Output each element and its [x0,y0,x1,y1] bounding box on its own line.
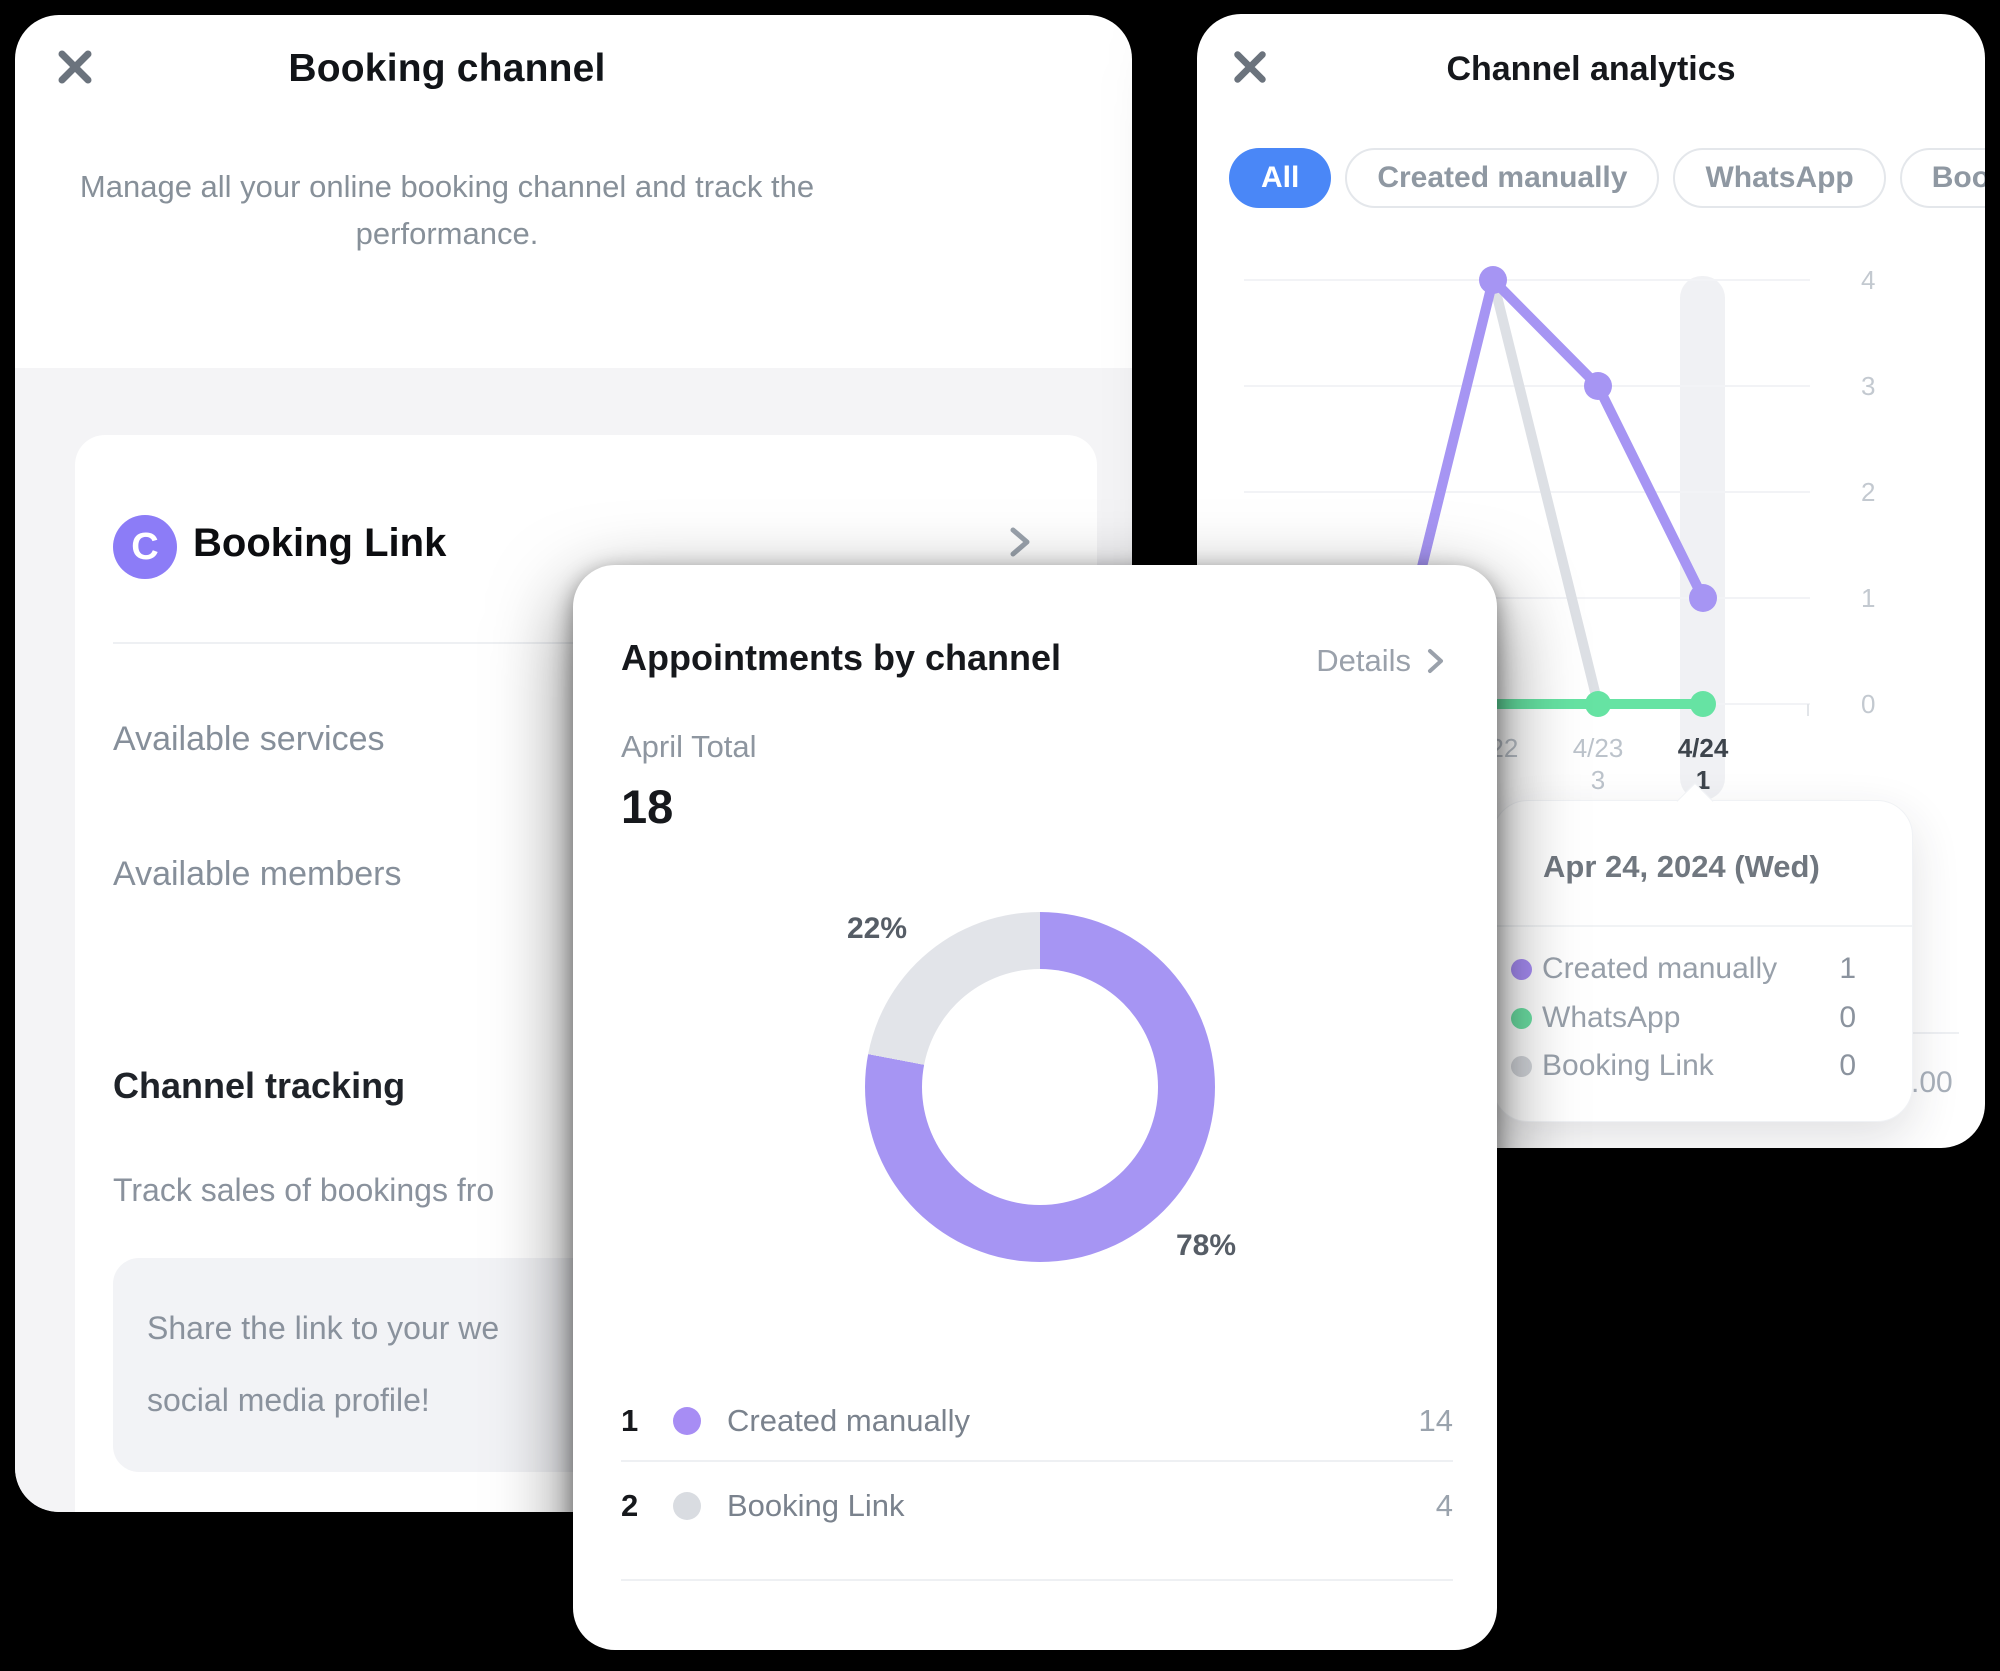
whatsapp-point[interactable] [1690,691,1716,717]
channel-filter-pills: All Created manually WhatsApp Book [1229,148,1985,208]
description-line: performance. [355,216,539,251]
page-title: Booking channel [288,47,606,90]
booking-link-badge: C [113,515,177,579]
tooltip-row-value: 1 [1839,952,1856,985]
booking-link-dot-icon [1511,1055,1532,1077]
x-label-424: 4/24 [1678,733,1729,763]
filter-pill-whatsapp[interactable]: WhatsApp [1673,148,1886,208]
line-chart: 4 3 2 1 0 4/22 4/23 4/24 3 1 [1244,265,1875,800]
tooltip-row: Created manually 1 [1511,951,1856,987]
appointments-by-channel-card: Appointments by channel Details April To… [573,565,1497,1650]
highlight-band [1680,276,1725,800]
tooltip-row-label: Created manually [1542,952,1778,985]
card-title: Appointments by channel [621,637,1062,678]
channel-tracking-description: Track sales of bookings fro [113,1172,495,1208]
legend-rank: 2 [621,1488,639,1523]
legend-row-booking-link[interactable]: 2 Booking Link 4 [621,1482,1453,1530]
tooltip-row: WhatsApp 0 [1511,1000,1856,1036]
description-line: Manage all your online booking channel a… [79,169,815,204]
page-description: Manage all your online booking channel a… [15,163,879,257]
created-manually-point[interactable] [1584,372,1612,400]
donut-label-purple: 78% [1175,1229,1237,1262]
period-total-label: April Total [621,729,757,764]
chevron-right-icon[interactable] [1001,524,1037,560]
donut-label-gray: 22% [846,912,908,945]
booking-link-dot-icon [673,1492,701,1520]
filter-pill-all[interactable]: All [1229,148,1332,208]
whatsapp-dot-icon [1511,1007,1532,1029]
row-available-services[interactable]: Available services [113,720,385,758]
tooltip-row-value: 0 [1839,1049,1856,1082]
period-total-value: 18 [621,780,674,833]
created-manually-dot-icon [673,1407,701,1435]
svg-text:3: 3 [1861,371,1875,401]
filter-pill-booking-link[interactable]: Book [1899,148,1985,208]
whatsapp-point[interactable] [1585,691,1611,717]
donut-chart [865,912,1215,1262]
divider [1913,1032,1959,1034]
x-label-423: 4/23 [1573,733,1624,763]
chart-tooltip: Apr 24, 2024 (Wed) Created manually 1 Wh… [1492,782,1913,1122]
legend-value: 14 [1418,1403,1453,1438]
series-booking-link [1488,275,1603,709]
tooltip-date: Apr 24, 2024 (Wed) [1543,849,1820,884]
panel-title: Channel analytics [1446,50,1736,88]
divider [621,1460,1453,1462]
legend-rank: 1 [621,1403,639,1438]
legend-label: Created manually [727,1403,970,1438]
tooltip-row: Booking Link 0 [1511,1048,1856,1084]
y-axis-labels: 4 3 2 1 0 [1861,265,1875,719]
divider [1493,925,1912,927]
channel-tracking-heading: Channel tracking [113,1065,406,1106]
filter-pill-created-manually[interactable]: Created manually [1345,148,1660,208]
created-manually-point[interactable] [1689,584,1717,612]
close-icon[interactable] [53,45,97,89]
tooltip-row-label: Booking Link [1542,1049,1714,1082]
tooltip-row-label: WhatsApp [1542,1001,1681,1034]
share-hint-line: Share the link to your we [147,1310,500,1346]
details-label: Details [1316,643,1411,678]
clipped-amount-text: .00 [1911,1066,1953,1099]
close-icon[interactable] [1229,46,1271,88]
svg-text:0: 0 [1861,689,1875,719]
row-available-members[interactable]: Available members [113,855,402,893]
chevron-right-icon [1428,649,1443,673]
created-manually-dot-icon [1511,958,1532,980]
svg-text:2: 2 [1861,477,1875,507]
svg-text:1: 1 [1861,583,1875,613]
legend-value: 4 [1435,1488,1453,1523]
x-total-423: 3 [1591,765,1605,795]
legend-row-created-manually[interactable]: 1 Created manually 14 [621,1397,1453,1445]
details-link[interactable]: Details [1316,643,1449,679]
booking-link-label: Booking Link [193,521,447,565]
created-manually-point[interactable] [1479,266,1507,294]
divider [621,1579,1453,1581]
share-hint-line: social media profile! [147,1382,430,1418]
series-created-manually [1383,275,1708,709]
tooltip-row-value: 0 [1839,1001,1856,1034]
svg-text:4: 4 [1861,265,1875,295]
legend-label: Booking Link [727,1488,905,1523]
